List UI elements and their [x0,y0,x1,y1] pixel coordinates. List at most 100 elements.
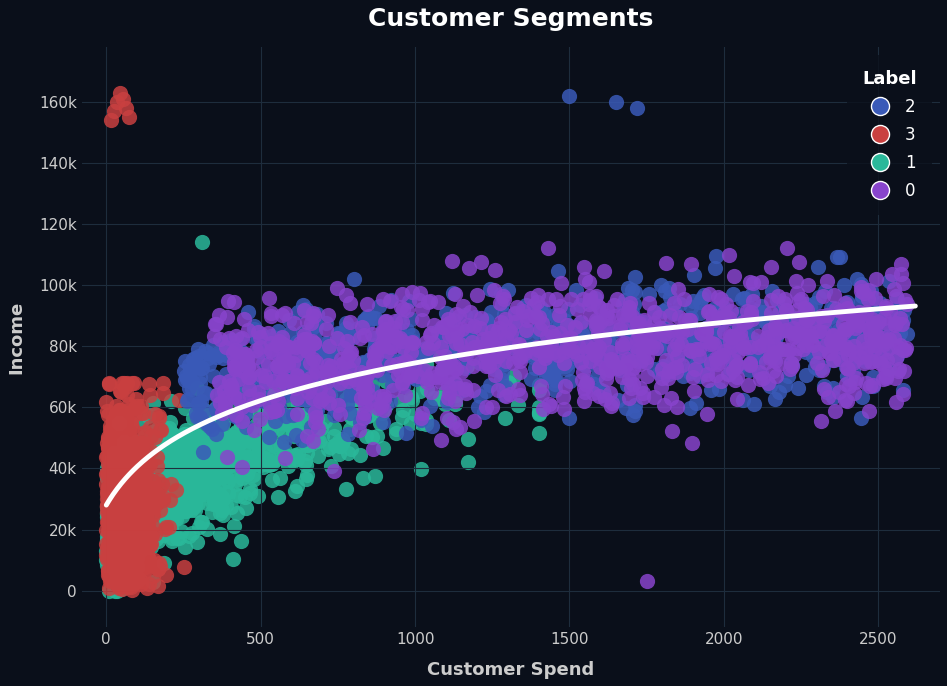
Point [188,453,204,464]
Point [154,474,170,485]
Point [339,317,354,328]
Point [156,490,171,501]
Point [119,508,134,519]
Point [771,310,786,321]
Point [596,339,611,350]
Point [734,294,749,305]
Point [104,485,119,496]
Point [106,535,121,546]
Point [99,507,115,518]
Point [124,517,139,528]
Point [103,474,118,485]
Point [170,458,185,469]
Point [574,329,589,340]
Point [826,382,841,393]
Point [271,396,286,407]
Point [152,479,167,490]
Point [189,412,205,423]
Point [99,506,115,517]
Point [481,354,496,365]
Point [102,437,117,448]
Point [131,573,146,584]
Point [116,480,131,491]
Point [351,391,366,402]
Point [413,464,428,475]
Point [773,305,788,316]
Point [862,381,877,392]
Point [876,312,891,323]
Point [439,412,455,423]
Point [153,499,169,510]
Point [113,87,128,98]
Point [369,364,384,375]
Point [227,362,242,372]
Point [272,332,287,343]
Point [135,475,151,486]
Point [681,324,696,335]
Point [205,340,221,351]
Point [726,331,742,342]
Point [701,307,716,318]
Point [826,303,841,314]
Point [127,514,142,525]
Point [334,438,349,449]
Point [160,517,175,528]
Point [668,358,683,369]
Point [173,525,188,536]
Point [125,510,140,521]
Point [872,357,887,368]
Point [234,349,249,360]
Point [688,337,704,348]
Point [106,445,121,456]
Point [125,451,140,462]
Point [840,303,855,314]
Point [759,356,774,367]
Point [328,439,343,450]
Point [131,443,146,454]
Point [449,390,464,401]
Point [599,343,614,354]
Point [872,344,887,355]
Point [594,328,609,339]
Point [99,560,115,571]
Point [532,324,547,335]
Point [100,431,116,442]
Point [116,484,132,495]
Point [103,458,118,469]
Point [103,445,118,456]
Point [98,534,114,545]
Point [344,388,359,399]
Point [487,364,502,375]
Point [188,505,203,516]
Point [696,289,711,300]
Point [109,429,124,440]
Point [661,328,676,339]
Point [119,558,134,569]
Point [351,373,366,384]
Point [99,450,115,461]
Point [106,484,121,495]
Point [479,351,494,362]
Point [131,458,146,469]
Point [127,402,142,413]
Point [159,477,174,488]
Point [115,577,130,588]
Point [101,495,116,506]
Point [472,342,487,353]
Point [796,335,812,346]
Point [192,378,207,389]
Point [898,342,913,353]
Point [233,397,248,407]
Point [231,432,246,443]
Point [742,364,757,375]
Point [517,348,532,359]
Point [116,456,131,466]
Point [417,370,432,381]
Point [132,494,147,505]
Point [134,401,149,412]
Point [456,348,472,359]
Point [296,305,312,316]
Point [116,437,131,448]
Point [389,361,404,372]
Point [456,339,472,350]
